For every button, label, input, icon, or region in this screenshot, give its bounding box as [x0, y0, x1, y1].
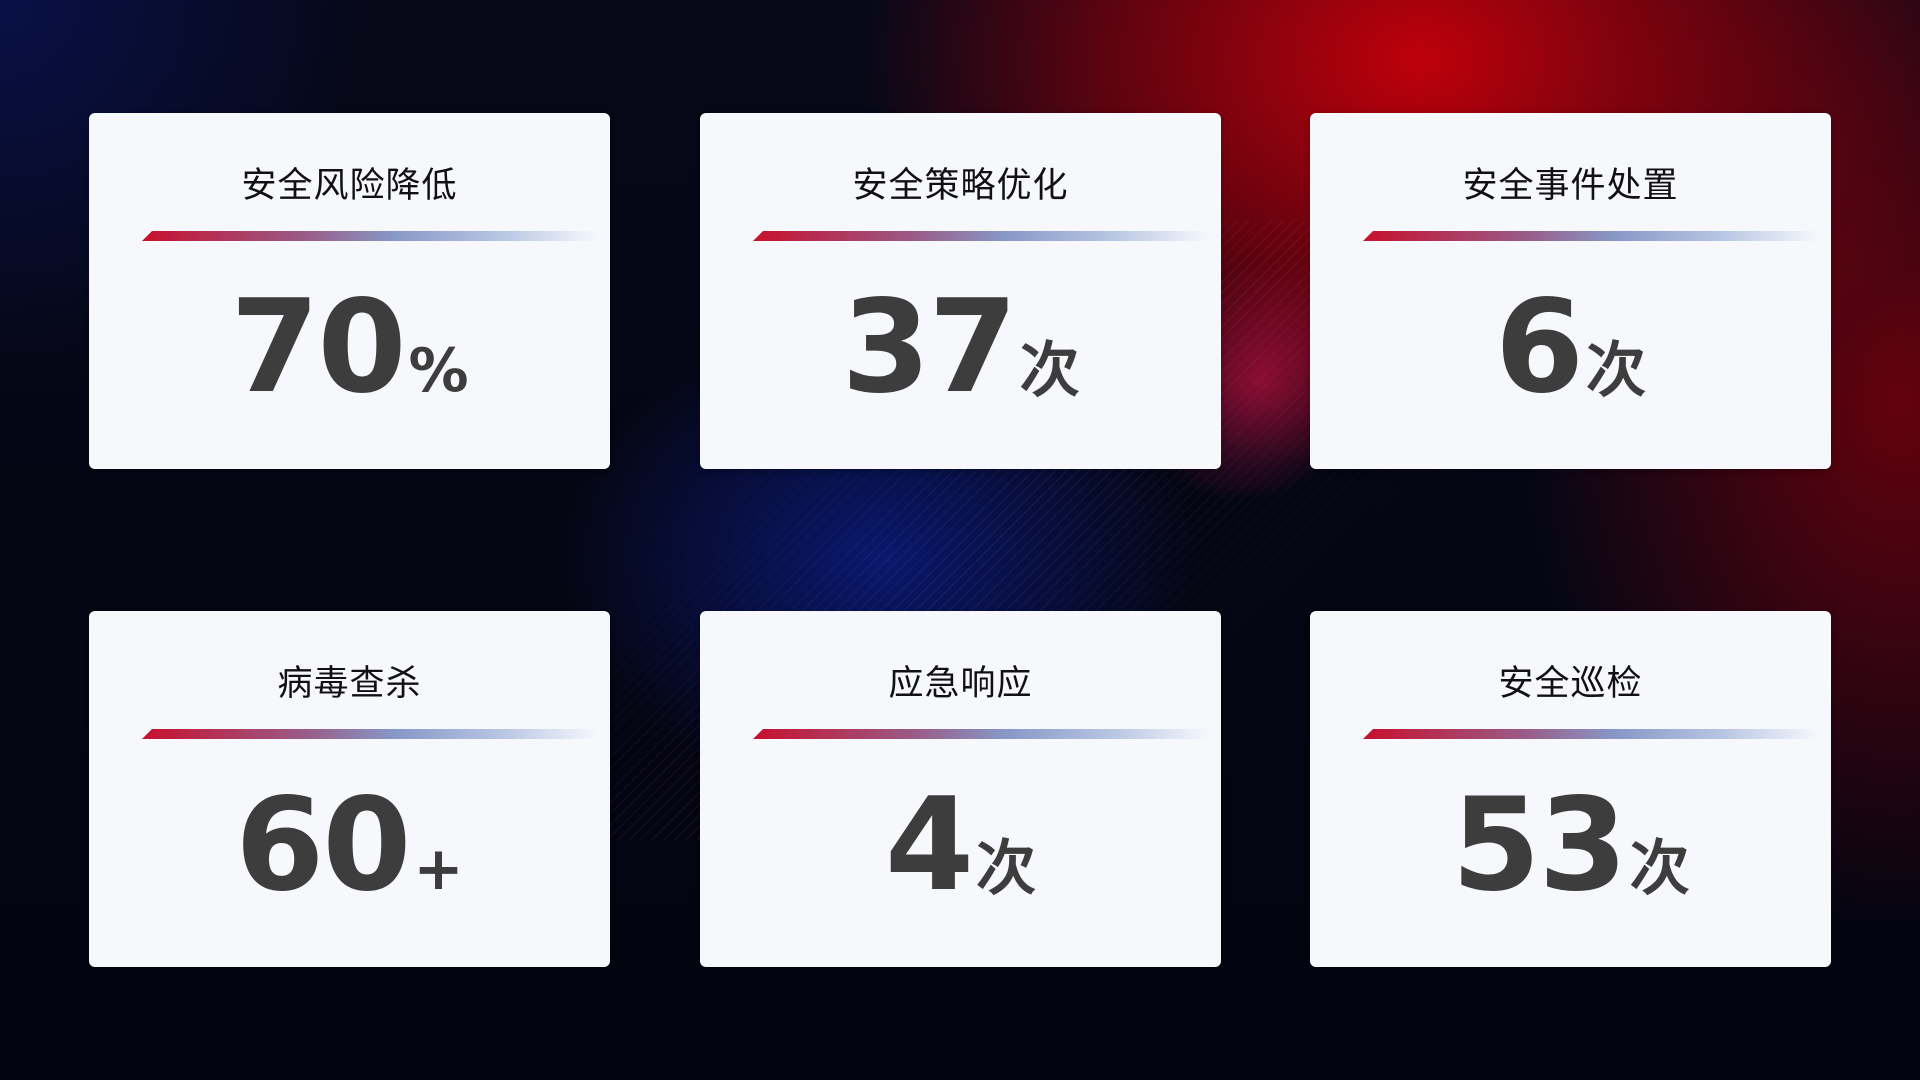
value-number: 53: [1451, 771, 1627, 920]
value-number: 60: [235, 771, 411, 920]
card-value: 60+: [89, 771, 610, 920]
value-unit: 次: [976, 834, 1037, 904]
value-unit: 次: [1019, 336, 1080, 406]
value-number: 4: [884, 771, 974, 920]
stat-card-policy-optimization: 安全策略优化 37次: [700, 113, 1221, 469]
card-divider: [142, 231, 598, 241]
card-title: 应急响应: [888, 664, 1033, 704]
card-title: 安全风险降低: [241, 166, 458, 206]
card-divider: [753, 729, 1209, 739]
card-value: 37次: [700, 273, 1221, 422]
card-title: 安全巡检: [1498, 664, 1643, 704]
card-divider: [1363, 729, 1819, 739]
value-number: 6: [1494, 273, 1584, 422]
stat-card-virus-removal: 病毒查杀 60+: [89, 611, 610, 967]
card-value: 53次: [1310, 771, 1831, 920]
card-divider: [1363, 231, 1819, 241]
card-value: 6次: [1310, 273, 1831, 422]
value-unit: +: [413, 834, 464, 904]
card-divider: [142, 729, 598, 739]
stat-card-security-patrol: 安全巡检 53次: [1310, 611, 1831, 967]
card-title: 安全策略优化: [852, 166, 1069, 206]
value-unit: 次: [1586, 336, 1647, 406]
value-number: 70: [230, 273, 406, 422]
stat-card-incident-handling: 安全事件处置 6次: [1310, 113, 1831, 469]
card-value: 70%: [89, 273, 610, 422]
card-divider: [753, 231, 1209, 241]
stat-card-risk-reduction: 安全风险降低 70%: [89, 113, 610, 469]
stat-card-emergency-response: 应急响应 4次: [700, 611, 1221, 967]
value-number: 37: [841, 273, 1017, 422]
card-title: 病毒查杀: [277, 664, 422, 704]
value-unit: 次: [1629, 834, 1690, 904]
card-title: 安全事件处置: [1462, 166, 1679, 206]
value-unit: %: [408, 336, 469, 406]
card-value: 4次: [700, 771, 1221, 920]
